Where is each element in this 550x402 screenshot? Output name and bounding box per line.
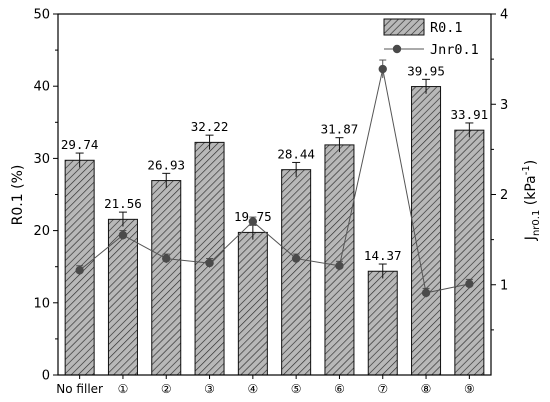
bar-9 — [454, 129, 485, 376]
y-right-title-unit: (kPa — [523, 175, 539, 209]
y-tick-label-5: 50 — [33, 8, 50, 23]
bar-series — [64, 86, 485, 376]
bar-data-label-7: 14.37 — [364, 248, 402, 263]
y-tick-label-2: 20 — [33, 224, 50, 239]
bar-data-label-2: 26.93 — [147, 157, 185, 172]
x-tick-label-6: ⑥ — [334, 382, 345, 396]
bar-data-label-9: 33.91 — [451, 107, 489, 122]
bar-data-label-0: 29.74 — [61, 137, 99, 152]
bar-7 — [367, 270, 398, 376]
line-point-5 — [291, 254, 301, 263]
bar-data-label-6: 31.87 — [321, 122, 359, 137]
y-tick-label-1: 10 — [33, 296, 50, 311]
legend-label-bars: R0.1 — [430, 20, 463, 36]
x-tick-label-3: ③ — [204, 382, 215, 396]
line-point-6 — [335, 261, 344, 270]
x-tick-label-2: ② — [161, 382, 172, 396]
bar-data-label-5: 28.44 — [277, 146, 315, 161]
y-right-tick-label-0: 1 — [500, 278, 508, 293]
x-tick-label-0: No filler — [56, 382, 103, 396]
line-point-3 — [205, 258, 214, 268]
x-tick-label-7: ⑦ — [377, 382, 388, 396]
line-point-7 — [378, 64, 387, 74]
line-path — [79, 68, 470, 294]
bar-1 — [107, 218, 138, 376]
x-tick-label-4: ④ — [247, 382, 258, 396]
legend-label-line: Jnr0.1 — [430, 42, 479, 58]
bar-6 — [324, 144, 355, 376]
y-right-title-close: ) — [523, 160, 539, 165]
bar-data-label-8: 39.95 — [407, 63, 445, 78]
y-right-title-subscript: nr0.1 — [531, 210, 542, 236]
y-tick-label-3: 30 — [33, 152, 50, 167]
bar-8 — [411, 86, 442, 376]
bar-data-labels: 29.7421.5626.9332.2219.7528.4431.8714.37… — [61, 63, 488, 263]
bar-data-label-1: 21.56 — [104, 196, 142, 211]
x-tick-label-9: ⑨ — [464, 382, 475, 396]
y-tick-label-0: 0 — [42, 369, 50, 384]
bar-5 — [281, 169, 312, 376]
line-series — [75, 59, 474, 298]
line-point-0 — [75, 266, 84, 275]
line-point-9 — [465, 279, 474, 289]
y-axis-title: R0.1 (%) — [10, 165, 26, 226]
line-point-4 — [248, 217, 258, 226]
x-tick-label-5: ⑤ — [291, 382, 302, 396]
y-right-tick-label-2: 3 — [500, 98, 508, 113]
line-point-1 — [118, 230, 128, 240]
line-point-2 — [162, 254, 171, 263]
x-tick-label-8: ⑧ — [421, 382, 432, 396]
y-right-tick-label-3: 4 — [500, 8, 508, 23]
y-right-tick-label-1: 2 — [500, 188, 508, 203]
line-point-8 — [421, 288, 431, 298]
bar-4 — [237, 231, 268, 376]
legend-swatch-bars — [383, 18, 425, 36]
axes: 0 10 20 30 40 50 1 2 3 4 No filler ① ② ③ ④ ⑤ ⑥ ⑦ ⑧ ⑨ R0.1 (%… — [10, 8, 542, 397]
y-right-axis-title: Jnr0.1 (kPa-1) — [521, 160, 542, 241]
y-right-title-main: J — [523, 236, 539, 241]
x-tick-label-1: ① — [118, 382, 129, 396]
legend: R0.1 Jnr0.1 — [383, 18, 479, 58]
y-tick-label-4: 40 — [33, 80, 50, 95]
y-right-title-superscript: -1 — [521, 165, 532, 175]
bar-data-label-3: 32.22 — [191, 119, 229, 134]
error-bars — [75, 78, 474, 279]
bar-2 — [151, 180, 182, 376]
legend-swatch-marker — [392, 44, 402, 54]
